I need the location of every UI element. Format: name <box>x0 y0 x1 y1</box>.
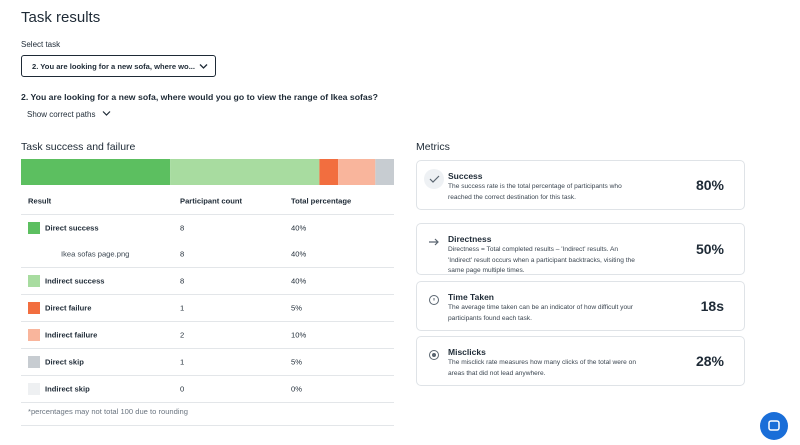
row-label: Indirect skip <box>45 384 90 394</box>
metric-value: 50% <box>695 241 724 257</box>
table-header: Result Participant count Total percentage <box>21 188 394 215</box>
metric-description: Directness = Total completed results – '… <box>448 246 635 274</box>
total-percentage: 5% <box>291 303 302 313</box>
metric-description: The success rate is the total percentage… <box>448 183 622 201</box>
total-percentage: 40% <box>291 249 307 259</box>
question: 2. You are looking for a new sofa, where… <box>21 92 378 102</box>
metric-name: Success <box>448 171 483 181</box>
total-percentage: 40% <box>291 223 307 233</box>
metric-icon <box>429 238 439 246</box>
footnote: *percentages may not total 100 due to ro… <box>28 407 189 416</box>
participant-count: 8 <box>180 249 185 259</box>
row-label: Direct success <box>45 223 99 233</box>
metric-icon <box>424 169 444 189</box>
metrics-title: Metrics <box>416 141 450 153</box>
select-label: Select task <box>21 40 61 49</box>
metric-icon <box>429 350 439 360</box>
swatch <box>28 275 40 287</box>
row-label: Direct failure <box>45 303 92 313</box>
metric-card: Time Taken The average time taken can be … <box>416 281 745 331</box>
divider <box>21 425 394 426</box>
result-row: Indirect skip 0 0% <box>21 376 394 403</box>
total-percentage: 10% <box>291 330 307 340</box>
metric-value: 80% <box>695 177 724 193</box>
metric-value: 18s <box>700 298 724 314</box>
bar-segment <box>170 159 320 185</box>
result-row: Indirect failure 2 10% <box>21 322 394 349</box>
swatch <box>28 356 40 368</box>
swatch <box>28 329 40 341</box>
chat-icon <box>768 420 780 431</box>
column-header: Participant count <box>180 196 243 206</box>
metric-name: Directness <box>448 234 492 244</box>
metric-card: Misclicks The misclick rate measures how … <box>416 336 745 386</box>
bar-segment <box>319 159 339 185</box>
total-percentage: 40% <box>291 276 307 286</box>
total-percentage: 5% <box>291 357 302 367</box>
column-header: Total percentage <box>291 196 352 206</box>
swatch <box>28 383 40 395</box>
bar-segment <box>21 159 171 185</box>
swatch <box>28 222 40 234</box>
result-row: Indirect success 8 40% <box>21 268 394 295</box>
participant-count: 2 <box>180 330 185 340</box>
chevron <box>102 111 111 116</box>
row-label: Ikea sofas page.png <box>61 249 130 259</box>
stacked-bar <box>21 159 394 185</box>
result-row: Direct skip 1 5% <box>21 349 394 376</box>
metric-value: 28% <box>695 353 724 369</box>
show-paths[interactable]: Show correct paths <box>27 110 111 119</box>
page-title: Task results <box>21 9 101 26</box>
result-row: Direct failure 1 5% <box>21 295 394 322</box>
row-label: Indirect success <box>45 276 105 286</box>
select-value: 2. You are looking for a new sofa, where… <box>32 62 196 71</box>
chevron <box>199 64 208 69</box>
bar-segment <box>338 159 376 185</box>
metric-card: Success The success rate is the total per… <box>416 160 745 210</box>
row-label: Indirect failure <box>45 330 98 340</box>
metric-icon <box>429 295 439 305</box>
swatch <box>28 302 40 314</box>
participant-count: 0 <box>180 384 185 394</box>
metric-description: The average time taken can be an indicat… <box>448 304 633 322</box>
metric-description: The misclick rate measures how many clic… <box>448 359 636 377</box>
column-header: Result <box>28 196 52 206</box>
result-row: Direct success 8 40% Ikea sofas page.png 8 40… <box>21 215 394 268</box>
participant-count: 1 <box>180 357 185 367</box>
show-paths-label: Show correct paths <box>27 110 96 119</box>
participant-count: 8 <box>180 276 185 286</box>
metric-name: Misclicks <box>448 347 486 357</box>
section-title: Task success and failure <box>21 141 136 153</box>
metric-card: Directness Directness = Total completed r… <box>416 223 745 275</box>
task-select[interactable]: 2. You are looking for a new sofa, where… <box>21 55 216 77</box>
total-percentage: 0% <box>291 384 302 394</box>
bar-segment <box>375 159 394 185</box>
participant-count: 8 <box>180 223 185 233</box>
participant-count: 1 <box>180 303 185 313</box>
row-label: Direct skip <box>45 357 84 367</box>
chat-button[interactable] <box>760 412 788 440</box>
metric-name: Time Taken <box>448 292 494 302</box>
